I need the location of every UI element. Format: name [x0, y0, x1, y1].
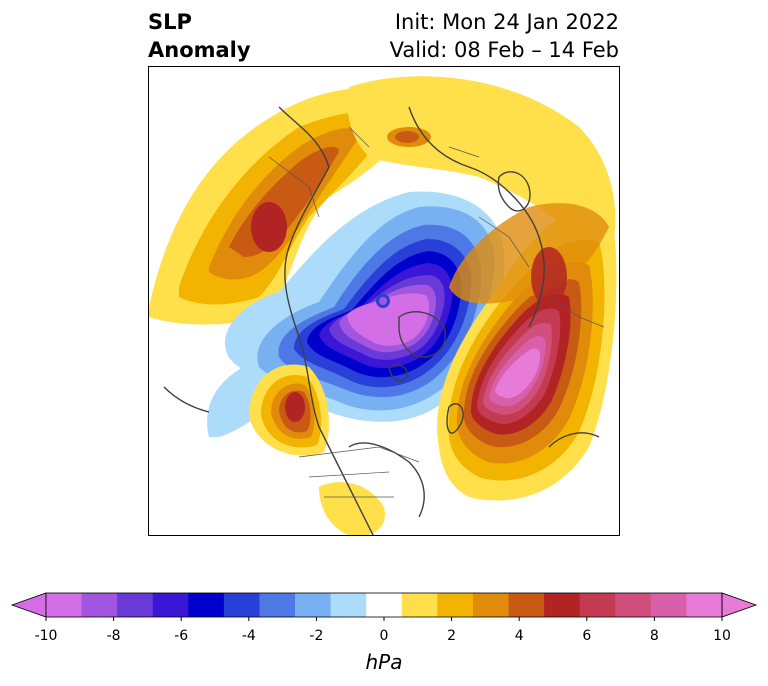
- colorbar-tick-label: -6: [174, 628, 189, 644]
- colorbar-tick-label: 8: [649, 628, 659, 644]
- colorbar-tick-label: 0: [379, 628, 389, 644]
- colorbar-bin: [544, 593, 581, 617]
- colorbar-bin: [117, 593, 154, 617]
- chart-title: SLP Anomaly: [148, 8, 251, 64]
- colorbar-extend-min: [10, 592, 47, 618]
- colorbar-bin: [295, 593, 332, 617]
- colorbar-tick-label: 2: [447, 628, 457, 644]
- init-date: Init: Mon 24 Jan 2022: [394, 10, 619, 34]
- colorbar-tick-label: 10: [713, 628, 731, 644]
- colorbar-tick-label: -8: [106, 628, 121, 644]
- colorbar: [10, 592, 758, 621]
- date-block: Init: Mon 24 Jan 2022 Valid: 08 Feb – 14…: [390, 8, 619, 64]
- colorbar-bin: [259, 593, 296, 617]
- colorbar-bin: [401, 593, 438, 617]
- colorbar-bin: [686, 593, 723, 617]
- colorbar-tick-label: -2: [309, 628, 324, 644]
- colorbar-bin: [188, 593, 225, 617]
- colorbar-bin: [223, 593, 260, 617]
- title-field: Anomaly: [148, 38, 251, 62]
- positive-anomaly-south-usa: [319, 482, 385, 535]
- colorbar-bin: [472, 593, 510, 617]
- negative-anomaly-arctic-low: [207, 191, 505, 437]
- title-variable: SLP: [148, 10, 192, 34]
- positive-anomaly-north-atlantic: [437, 203, 617, 501]
- coastlines: [163, 106, 600, 535]
- colorbar-tick-label: 6: [582, 628, 592, 644]
- colorbar-bin: [81, 593, 118, 617]
- colorbar-unit-label: hPa: [365, 650, 403, 674]
- colorbar-bin: [152, 593, 189, 617]
- country-borders: [268, 126, 605, 498]
- positive-anomaly-west-canada: [149, 88, 419, 325]
- colorbar-bin: [579, 593, 616, 617]
- colorbar-bin: [46, 593, 83, 617]
- colorbar-bin: [650, 593, 687, 617]
- colorbar-tick-label: -10: [34, 628, 58, 644]
- anomaly-map: [149, 76, 617, 535]
- colorbar-tick-label: -4: [241, 628, 256, 644]
- colorbar-tick-label: 4: [514, 628, 524, 644]
- colorbar-bin: [615, 593, 652, 617]
- colorbar-extend-max: [721, 592, 758, 618]
- colorbar-bin: [437, 593, 474, 617]
- colorbar-bin: [330, 593, 367, 617]
- colorbar-bin: [508, 593, 545, 617]
- map-panel: [148, 66, 620, 536]
- positive-anomaly-pacific-nw: [249, 364, 329, 456]
- colorbar-bin: [366, 593, 403, 617]
- valid-range: Valid: 08 Feb – 14 Feb: [389, 38, 619, 62]
